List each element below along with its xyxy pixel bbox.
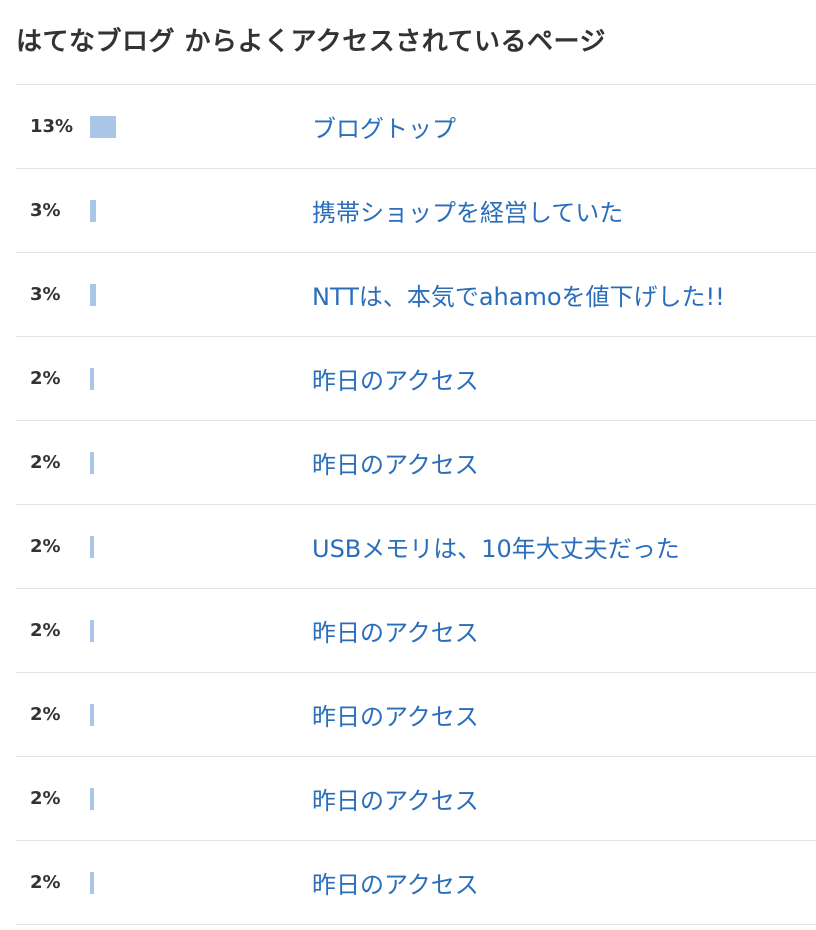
- access-share: 2%: [16, 757, 312, 840]
- access-bar-track: [90, 199, 270, 222]
- access-share: 2%: [16, 841, 312, 924]
- access-bar-track: [90, 115, 270, 138]
- list-item: 2% 昨日のアクセス: [16, 841, 816, 925]
- access-percent: 2%: [30, 872, 61, 893]
- access-bar-track: [90, 367, 270, 390]
- section-title: はてなブログ からよくアクセスされているページ: [16, 27, 606, 57]
- page-link[interactable]: 昨日のアクセス: [312, 871, 479, 899]
- access-percent: 2%: [30, 536, 61, 557]
- popular-pages-list: 13% ブログトップ 3% 携帯ショップを経営していた 3%: [16, 84, 816, 925]
- list-item: 2% 昨日のアクセス: [16, 337, 816, 421]
- page-link[interactable]: 昨日のアクセス: [312, 619, 479, 647]
- access-bar-track: [90, 703, 270, 726]
- popular-pages-section: はてなブログ からよくアクセスされているページ 13% ブログトップ 3% 携帯…: [16, 0, 816, 925]
- list-item: 2% 昨日のアクセス: [16, 673, 816, 757]
- list-item: 2% 昨日のアクセス: [16, 757, 816, 841]
- list-item: 3% 携帯ショップを経営していた: [16, 169, 816, 253]
- access-bar: [90, 619, 94, 642]
- page-link[interactable]: 携帯ショップを経営していた: [312, 199, 624, 227]
- access-percent: 2%: [30, 368, 61, 389]
- access-bar-track: [90, 871, 270, 894]
- access-share: 2%: [16, 589, 312, 672]
- access-bar: [90, 787, 94, 810]
- access-share: 13%: [16, 85, 312, 168]
- page-link[interactable]: USBメモリは、10年大丈夫だった: [312, 535, 680, 563]
- access-bar: [90, 199, 96, 222]
- access-bar-track: [90, 451, 270, 474]
- access-share: 2%: [16, 421, 312, 504]
- access-percent: 13%: [30, 116, 74, 137]
- access-percent: 3%: [30, 284, 61, 305]
- access-percent: 2%: [30, 452, 61, 473]
- access-percent: 3%: [30, 200, 61, 221]
- access-bar: [90, 871, 94, 894]
- access-bar: [90, 703, 94, 726]
- page-link[interactable]: ブログトップ: [312, 115, 456, 143]
- page-link[interactable]: 昨日のアクセス: [312, 787, 479, 815]
- list-item: 2% USBメモリは、10年大丈夫だった: [16, 505, 816, 589]
- page-link[interactable]: NTTは、本気でahamoを値下げした!!: [312, 283, 725, 311]
- access-share: 2%: [16, 337, 312, 420]
- access-bar-track: [90, 283, 270, 306]
- page-link[interactable]: 昨日のアクセス: [312, 451, 479, 479]
- access-bar-track: [90, 787, 270, 810]
- page-link[interactable]: 昨日のアクセス: [312, 367, 479, 395]
- access-bar: [90, 451, 94, 474]
- access-percent: 2%: [30, 704, 61, 725]
- list-item: 3% NTTは、本気でahamoを値下げした!!: [16, 253, 816, 337]
- access-bar-track: [90, 535, 270, 558]
- access-share: 3%: [16, 253, 312, 336]
- page-link[interactable]: 昨日のアクセス: [312, 703, 479, 731]
- access-share: 2%: [16, 505, 312, 588]
- access-percent: 2%: [30, 620, 61, 641]
- list-item: 13% ブログトップ: [16, 85, 816, 169]
- access-bar-track: [90, 619, 270, 642]
- access-bar: [90, 367, 94, 390]
- list-item: 2% 昨日のアクセス: [16, 421, 816, 505]
- access-share: 3%: [16, 169, 312, 252]
- access-share: 2%: [16, 673, 312, 756]
- access-bar: [90, 115, 116, 138]
- list-item: 2% 昨日のアクセス: [16, 589, 816, 673]
- access-percent: 2%: [30, 788, 61, 809]
- access-bar: [90, 283, 96, 306]
- access-bar: [90, 535, 94, 558]
